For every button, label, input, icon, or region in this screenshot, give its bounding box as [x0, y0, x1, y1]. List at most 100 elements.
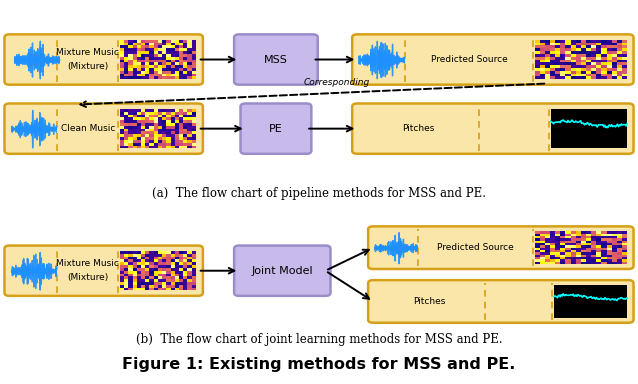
- Bar: [179, 114, 183, 118]
- Bar: [581, 71, 586, 74]
- Bar: [535, 45, 540, 48]
- Bar: [617, 259, 622, 262]
- Bar: [120, 40, 124, 43]
- Bar: [154, 276, 158, 279]
- Bar: [183, 254, 188, 257]
- Bar: [124, 262, 128, 265]
- Bar: [191, 129, 196, 131]
- Bar: [128, 48, 133, 51]
- Bar: [128, 285, 133, 288]
- Bar: [191, 65, 196, 68]
- Bar: [612, 245, 617, 248]
- Bar: [607, 54, 612, 57]
- Bar: [124, 120, 128, 123]
- Bar: [575, 51, 581, 54]
- Bar: [575, 60, 581, 62]
- Bar: [179, 285, 183, 288]
- Bar: [141, 262, 145, 265]
- Bar: [154, 273, 158, 276]
- Bar: [602, 71, 607, 74]
- Bar: [560, 257, 565, 259]
- Bar: [179, 134, 183, 137]
- Text: Mixture Music: Mixture Music: [56, 259, 119, 268]
- Bar: [124, 65, 128, 68]
- Bar: [141, 251, 145, 254]
- Bar: [545, 43, 550, 45]
- Bar: [612, 57, 617, 60]
- Bar: [555, 248, 560, 250]
- Bar: [175, 54, 179, 57]
- Bar: [602, 68, 607, 71]
- Bar: [145, 251, 149, 254]
- Bar: [145, 276, 149, 279]
- Bar: [141, 76, 145, 79]
- Bar: [188, 57, 191, 60]
- Bar: [158, 134, 162, 137]
- Bar: [120, 48, 124, 51]
- Bar: [540, 51, 545, 54]
- Bar: [535, 74, 540, 76]
- Bar: [128, 134, 133, 137]
- Bar: [191, 68, 196, 71]
- Bar: [170, 74, 175, 76]
- Bar: [540, 262, 545, 264]
- Bar: [149, 74, 154, 76]
- Bar: [622, 257, 627, 259]
- Bar: [550, 51, 555, 54]
- Bar: [158, 260, 162, 262]
- Bar: [158, 137, 162, 140]
- Bar: [133, 279, 137, 282]
- Bar: [602, 57, 607, 60]
- Bar: [191, 109, 196, 112]
- Bar: [575, 241, 581, 243]
- Bar: [167, 65, 170, 68]
- Bar: [145, 254, 149, 257]
- Bar: [565, 65, 570, 68]
- Bar: [179, 131, 183, 134]
- Bar: [560, 259, 565, 262]
- Bar: [120, 114, 124, 118]
- Bar: [570, 57, 575, 60]
- Bar: [158, 265, 162, 268]
- Bar: [565, 262, 570, 264]
- Bar: [560, 238, 565, 241]
- Bar: [545, 54, 550, 57]
- Bar: [162, 126, 167, 129]
- Bar: [586, 45, 591, 48]
- Bar: [570, 252, 575, 255]
- Bar: [175, 265, 179, 268]
- Bar: [581, 234, 586, 236]
- Bar: [179, 126, 183, 129]
- Bar: [162, 279, 167, 282]
- Bar: [133, 262, 137, 265]
- Bar: [141, 68, 145, 71]
- Bar: [145, 143, 149, 146]
- Bar: [191, 76, 196, 79]
- Bar: [622, 234, 627, 236]
- Bar: [565, 68, 570, 71]
- Bar: [607, 51, 612, 54]
- Bar: [575, 74, 581, 76]
- Bar: [188, 265, 191, 268]
- Bar: [167, 131, 170, 134]
- Bar: [128, 257, 133, 260]
- Bar: [170, 114, 175, 118]
- Bar: [540, 236, 545, 238]
- Bar: [622, 241, 627, 243]
- Bar: [141, 114, 145, 118]
- Bar: [597, 60, 602, 62]
- Bar: [191, 143, 196, 146]
- Bar: [612, 74, 617, 76]
- Bar: [602, 241, 607, 243]
- Bar: [167, 254, 170, 257]
- Bar: [175, 268, 179, 271]
- Bar: [145, 65, 149, 68]
- Bar: [179, 68, 183, 71]
- FancyBboxPatch shape: [352, 35, 634, 85]
- Bar: [120, 51, 124, 54]
- Bar: [158, 146, 162, 149]
- Bar: [591, 250, 597, 252]
- Text: Joint Model: Joint Model: [251, 266, 313, 276]
- Bar: [167, 273, 170, 276]
- Bar: [607, 231, 612, 234]
